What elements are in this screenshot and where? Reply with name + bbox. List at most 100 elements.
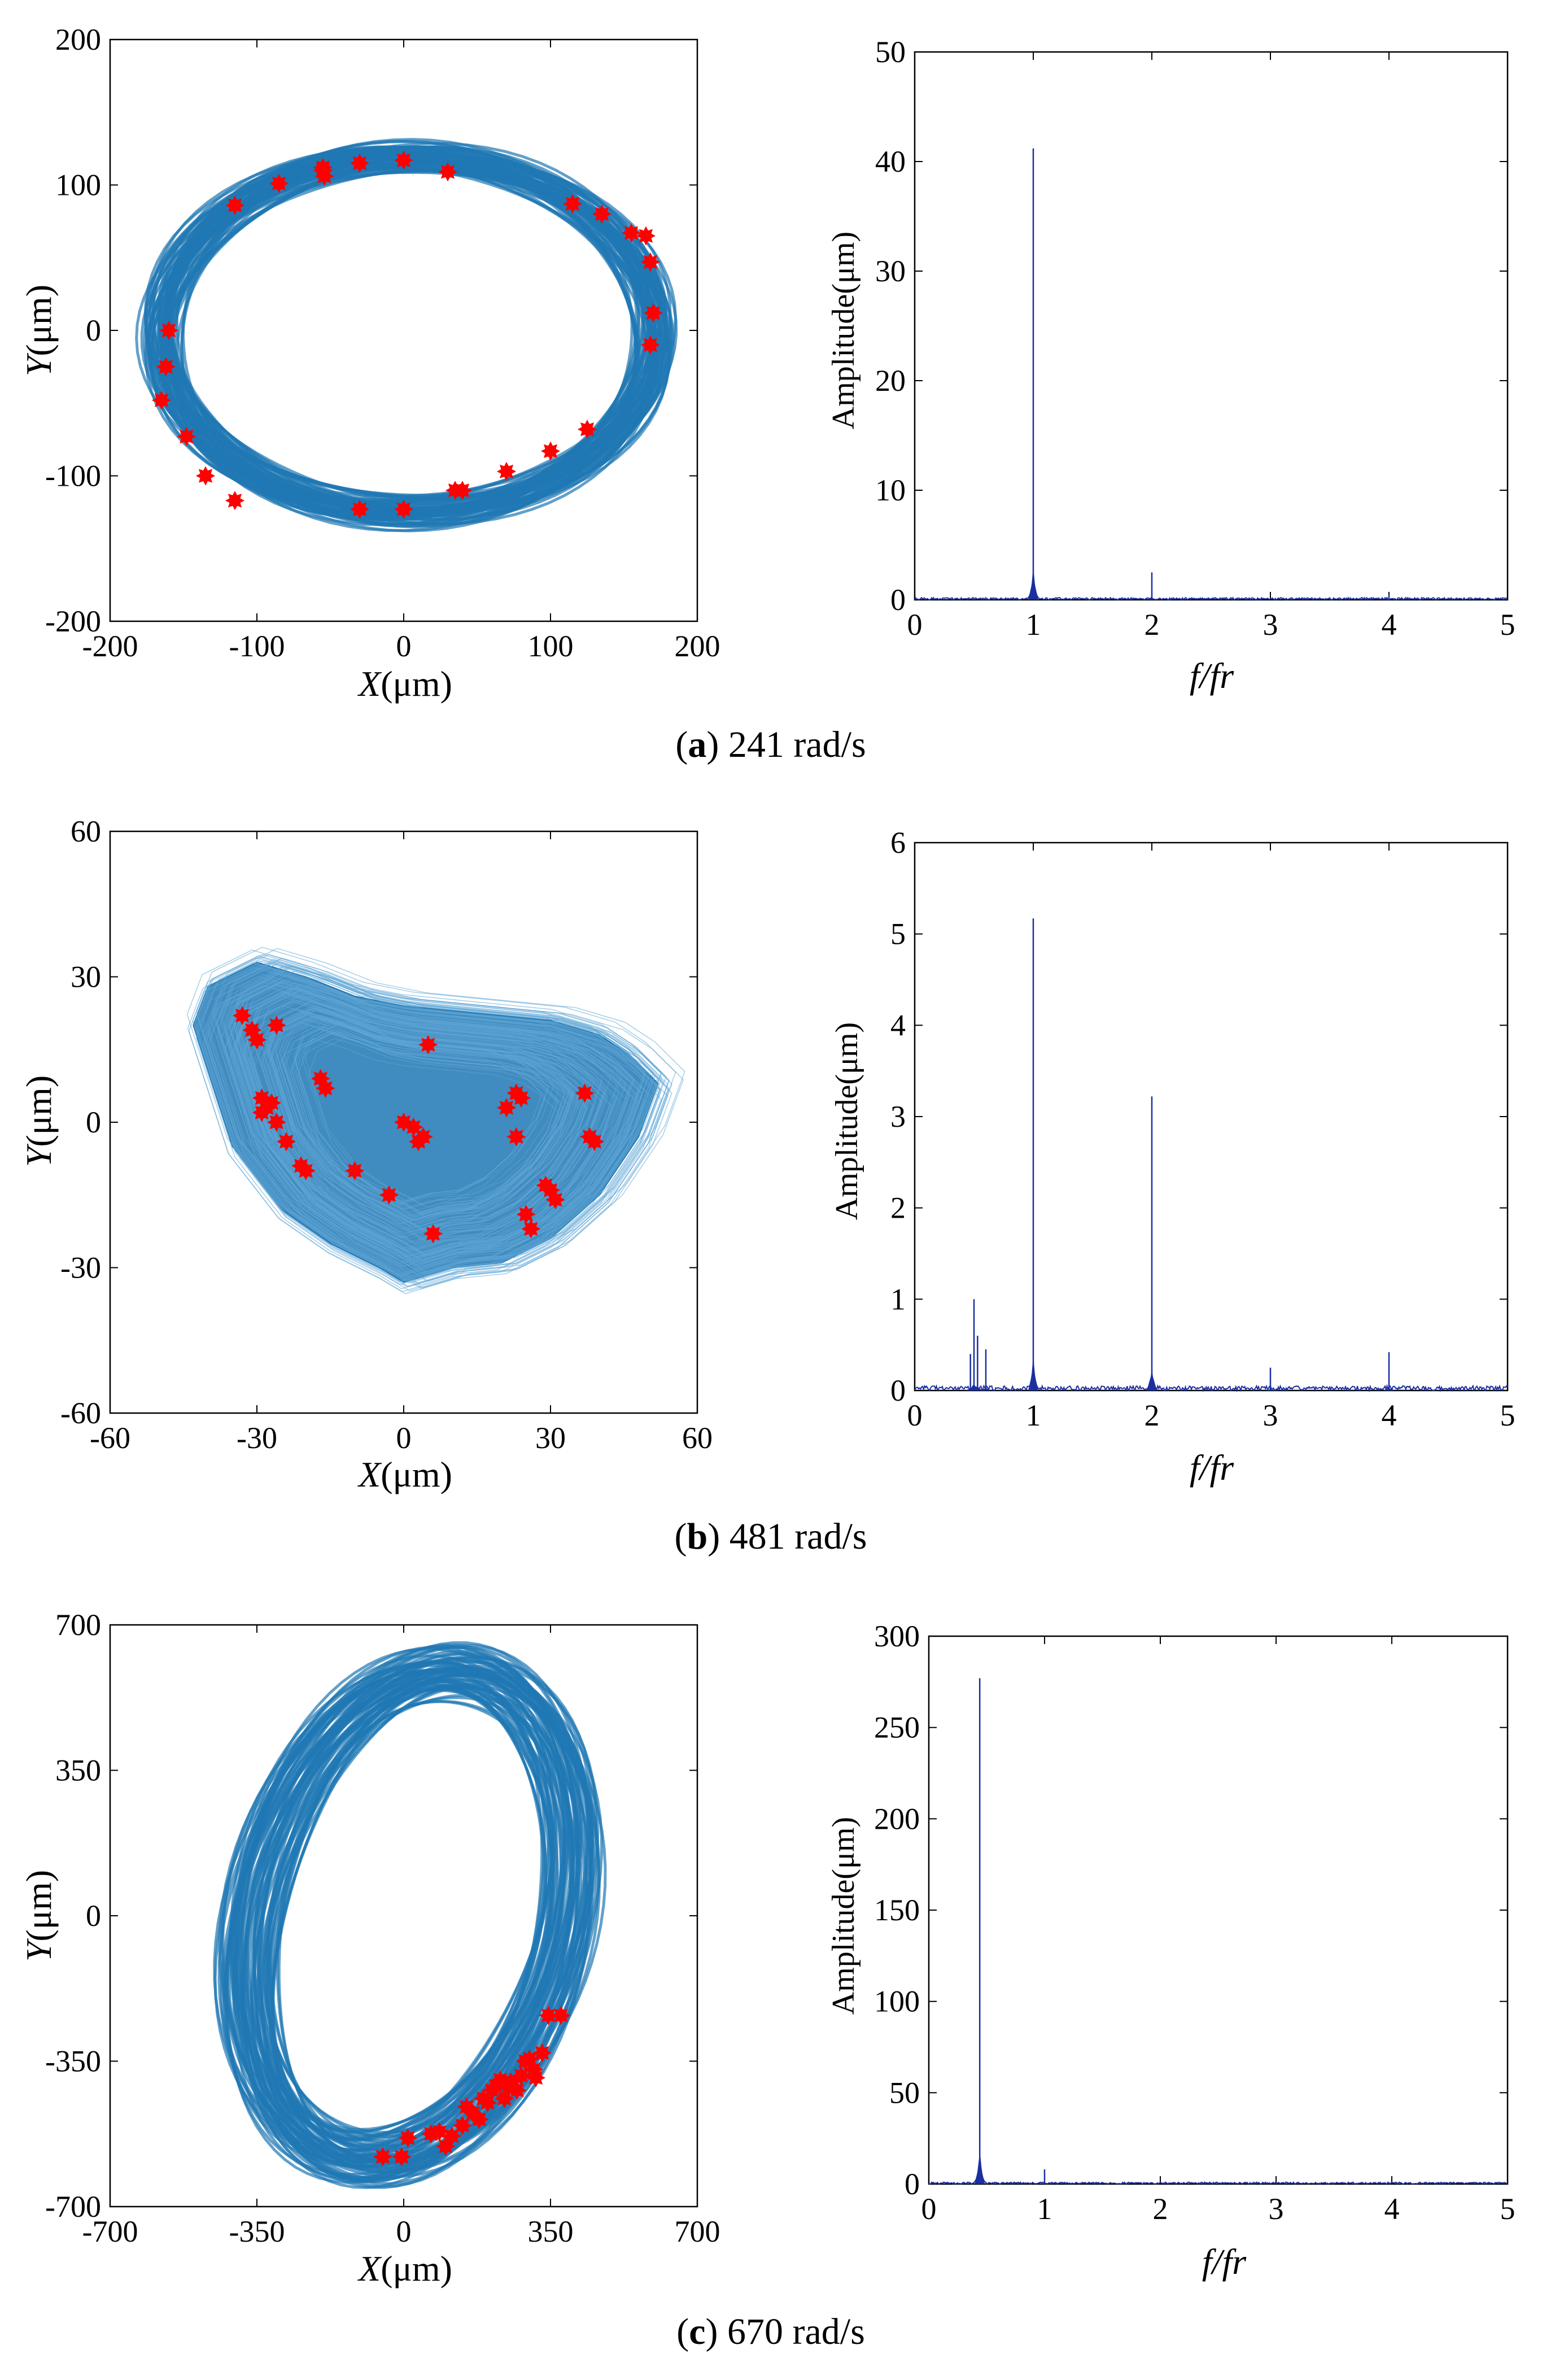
poincare-point (267, 1112, 286, 1132)
poincare-point (350, 499, 370, 519)
plot-frame (914, 842, 1509, 1392)
x-tick-label: 5 (1500, 1398, 1515, 1432)
x-tick-label: -60 (90, 1421, 130, 1455)
orbit-loop (216, 964, 646, 1260)
y-tick-label: 350 (55, 1754, 101, 1788)
caption-b: (b) 481 rad/s (675, 1516, 867, 1557)
x-tick-label: 200 (675, 629, 720, 663)
orbit-loop (233, 993, 605, 1250)
orbit-loop (217, 978, 669, 1289)
x-tick-label: -700 (82, 2215, 138, 2248)
spectrum-b-xlabel: f/fr (1190, 1448, 1234, 1488)
orbit-loop (140, 145, 657, 521)
y-tick-label: 20 (875, 364, 906, 398)
poincare-point (350, 153, 370, 173)
x-tick-label: 0 (921, 2192, 937, 2226)
x-tick-label: -350 (229, 2215, 285, 2248)
spectrum-peak-base (1384, 1388, 1394, 1390)
poincare-point (156, 357, 176, 377)
orbit-loop (229, 1662, 604, 2189)
x-tick-label: -100 (229, 629, 285, 663)
poincare-point (643, 303, 663, 323)
spectrum-peak-base (1028, 578, 1038, 600)
orbit-a-xlabel: X(μm) (357, 664, 452, 704)
y-tick-label: 700 (55, 1608, 101, 1642)
orbit-loop (196, 955, 645, 1265)
orbit-loop (237, 1671, 591, 2181)
orbit-loop (277, 1700, 553, 2147)
poincare-point (507, 2080, 527, 2100)
plot-frame (109, 1624, 698, 2208)
spectrum-peak-base (972, 1387, 983, 1390)
poincare-point (296, 1161, 316, 1180)
orbit-loop (158, 147, 678, 526)
x-tick-label: -30 (237, 1421, 277, 1455)
x-tick-label: 700 (675, 2215, 720, 2248)
orbit-loop (246, 995, 606, 1244)
orbit-loop (271, 1686, 548, 2133)
poincare-point (539, 2006, 558, 2025)
spectrum-baseline (914, 572, 1508, 601)
x-tick-label: 4 (1382, 1398, 1397, 1432)
orbit-loop (195, 976, 650, 1289)
poincare-point (526, 2068, 546, 2087)
y-tick-label: -200 (45, 604, 101, 638)
poincare-point (469, 2109, 489, 2129)
poincare-point (540, 441, 561, 461)
poincare-point (232, 1006, 252, 1026)
orbit-loop (225, 1646, 601, 2176)
poincare-point (151, 390, 172, 410)
orbit-loop (203, 985, 639, 1285)
poincare-point (511, 2066, 531, 2086)
poincare-point (413, 1127, 433, 1147)
y-tick-label: 50 (875, 35, 906, 69)
spectrum-peak-base (1039, 2183, 1050, 2184)
spectrum-a-ylabel: Amplitude(μm) (826, 232, 861, 429)
poincare-point (592, 204, 612, 224)
poincare-point (225, 195, 245, 215)
spectrum-plot-b: 0 1 2 3 4 5 0 1 2 3 4 5 6 (890, 826, 1515, 1432)
orbit-loop (267, 1006, 576, 1220)
orbit-c-ylabel: Y(μm) (19, 1870, 59, 1961)
plot-frame (928, 1635, 1509, 2185)
orbit-loop (203, 954, 684, 1285)
poincare-point (521, 1219, 541, 1239)
orbit-b-xlabel: X(μm) (357, 1454, 452, 1494)
orbit-loop (308, 1037, 571, 1219)
y-tick-label: 0 (86, 313, 101, 347)
orbit-loop (209, 979, 648, 1281)
poincare-point (577, 420, 597, 439)
x-tick-label: 0 (907, 608, 923, 642)
y-tick-label: -350 (45, 2045, 101, 2078)
poincare-point (423, 1224, 443, 1244)
spectrum-peak-base (975, 2162, 985, 2184)
x-tick-label: 60 (682, 1421, 713, 1455)
y-tick-label: 40 (875, 145, 906, 178)
y-tick-label: 30 (71, 960, 101, 994)
x-tick-label: 2 (1145, 608, 1160, 642)
y-tick-label: 0 (86, 1105, 101, 1139)
poincare-point (418, 1035, 438, 1054)
y-tick-label: 250 (874, 1711, 920, 1745)
orbit-a-ylabel: Y(μm) (19, 285, 59, 376)
x-tick-label: 1 (1026, 1398, 1041, 1432)
y-tick-label: 50 (889, 2076, 920, 2109)
y-tick-label: 100 (874, 1985, 920, 2019)
poincare-point (438, 162, 458, 182)
x-tick-label: 2 (1145, 1398, 1160, 1432)
orbit-loop (256, 1676, 575, 2161)
spectrum-baseline (914, 1362, 1508, 1393)
orbit-loop (218, 1655, 598, 2188)
orbit-loop (144, 138, 671, 517)
spectrum-b-ylabel: Amplitude(μm) (829, 1022, 864, 1220)
poincare-point (640, 335, 660, 355)
poincare-point (452, 2116, 473, 2135)
x-tick-label: 0 (396, 2215, 412, 2248)
orbit-loop (214, 958, 646, 1257)
y-tick-label: 6 (890, 826, 906, 860)
y-tick-label: 60 (71, 814, 101, 848)
x-tick-label: 5 (1500, 608, 1515, 642)
y-tick-label: 3 (890, 1100, 906, 1134)
